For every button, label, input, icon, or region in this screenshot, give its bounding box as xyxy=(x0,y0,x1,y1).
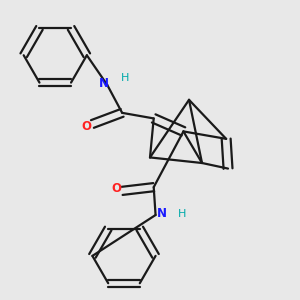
Text: O: O xyxy=(82,121,92,134)
Text: H: H xyxy=(177,209,186,219)
Text: O: O xyxy=(112,182,122,195)
Text: N: N xyxy=(99,77,109,90)
Text: N: N xyxy=(157,207,167,220)
Text: H: H xyxy=(121,73,129,82)
